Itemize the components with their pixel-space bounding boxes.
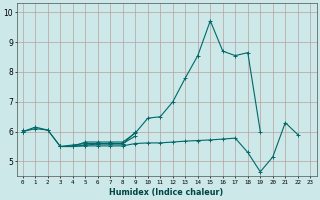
X-axis label: Humidex (Indice chaleur): Humidex (Indice chaleur): [109, 188, 224, 197]
